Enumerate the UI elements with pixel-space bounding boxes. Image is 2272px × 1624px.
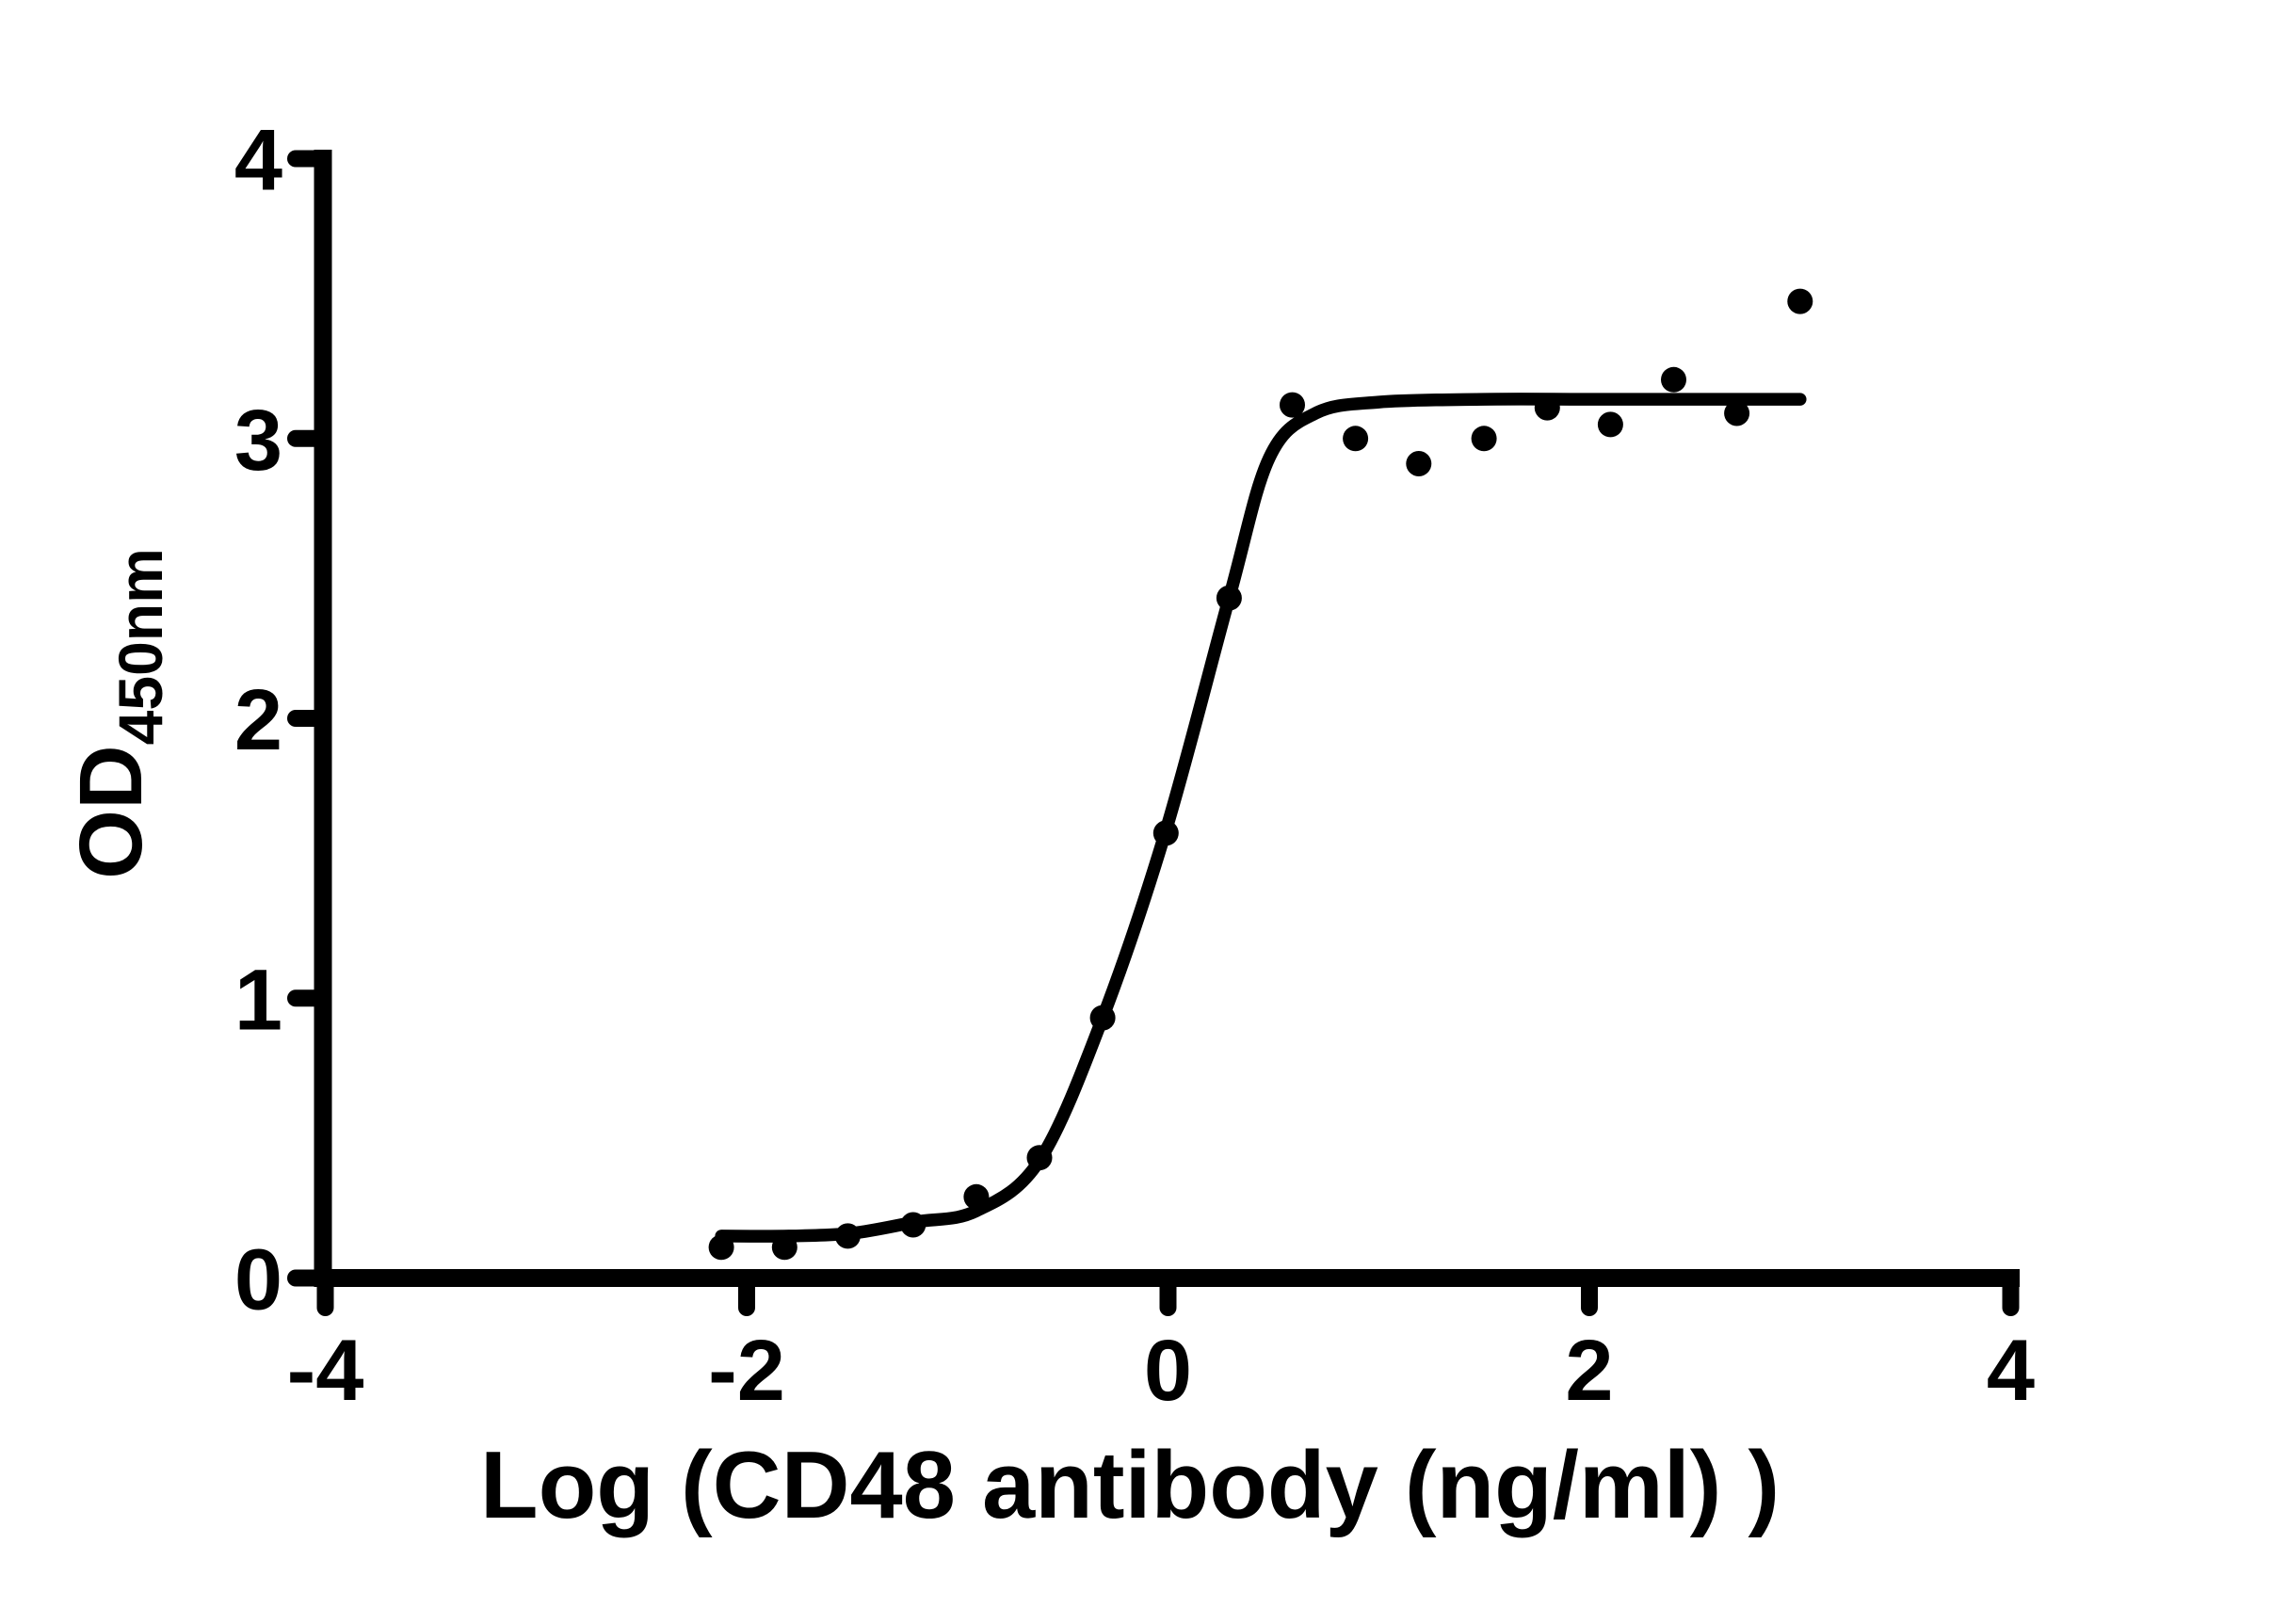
data-point [1597,411,1623,438]
data-point [1216,585,1242,611]
x-tick-label: 2 [1565,1323,1613,1419]
y-tick-label: 3 [234,393,282,489]
x-tick-label: -2 [708,1323,785,1419]
data-points-group [708,288,1813,1261]
data-point [1089,1005,1116,1031]
data-point [1280,392,1305,418]
y-axis-title-subscript: 450nm [105,548,175,745]
x-axis-ticks [316,1269,2020,1316]
y-tick-label: 0 [234,1232,282,1328]
x-tick-label: 4 [1987,1323,2035,1419]
x-tick-label: -4 [287,1323,364,1419]
data-point [1152,820,1179,846]
data-point [1026,1145,1053,1171]
data-point [834,1223,861,1249]
data-point [1661,366,1686,393]
y-tick-label: 2 [234,672,282,768]
y-axis-tick-labels: 0 1 2 3 4 [234,113,282,1328]
axes-spine [314,150,2020,1287]
x-axis-tick-labels: -4 -2 0 2 4 [287,1323,2035,1419]
fit-curve [715,393,1807,1243]
y-tick-label: 4 [234,113,282,209]
y-axis-title: OD450nm [61,548,175,879]
data-point [963,1183,990,1210]
data-point [1406,451,1432,476]
x-tick-label: 0 [1144,1323,1192,1419]
data-point [1787,288,1813,314]
data-point [771,1234,798,1261]
y-axis-title-main: OD [61,745,161,879]
data-point [900,1212,927,1238]
fit-curve-group [715,393,1807,1243]
data-point [1471,426,1497,452]
data-point [1724,400,1750,426]
x-axis-title: Log (CD48 antibody (ng/ml) ) [480,1433,1780,1538]
data-point [1343,426,1369,452]
data-point [1534,394,1560,421]
data-point [708,1234,734,1261]
y-tick-label: 1 [234,952,282,1048]
